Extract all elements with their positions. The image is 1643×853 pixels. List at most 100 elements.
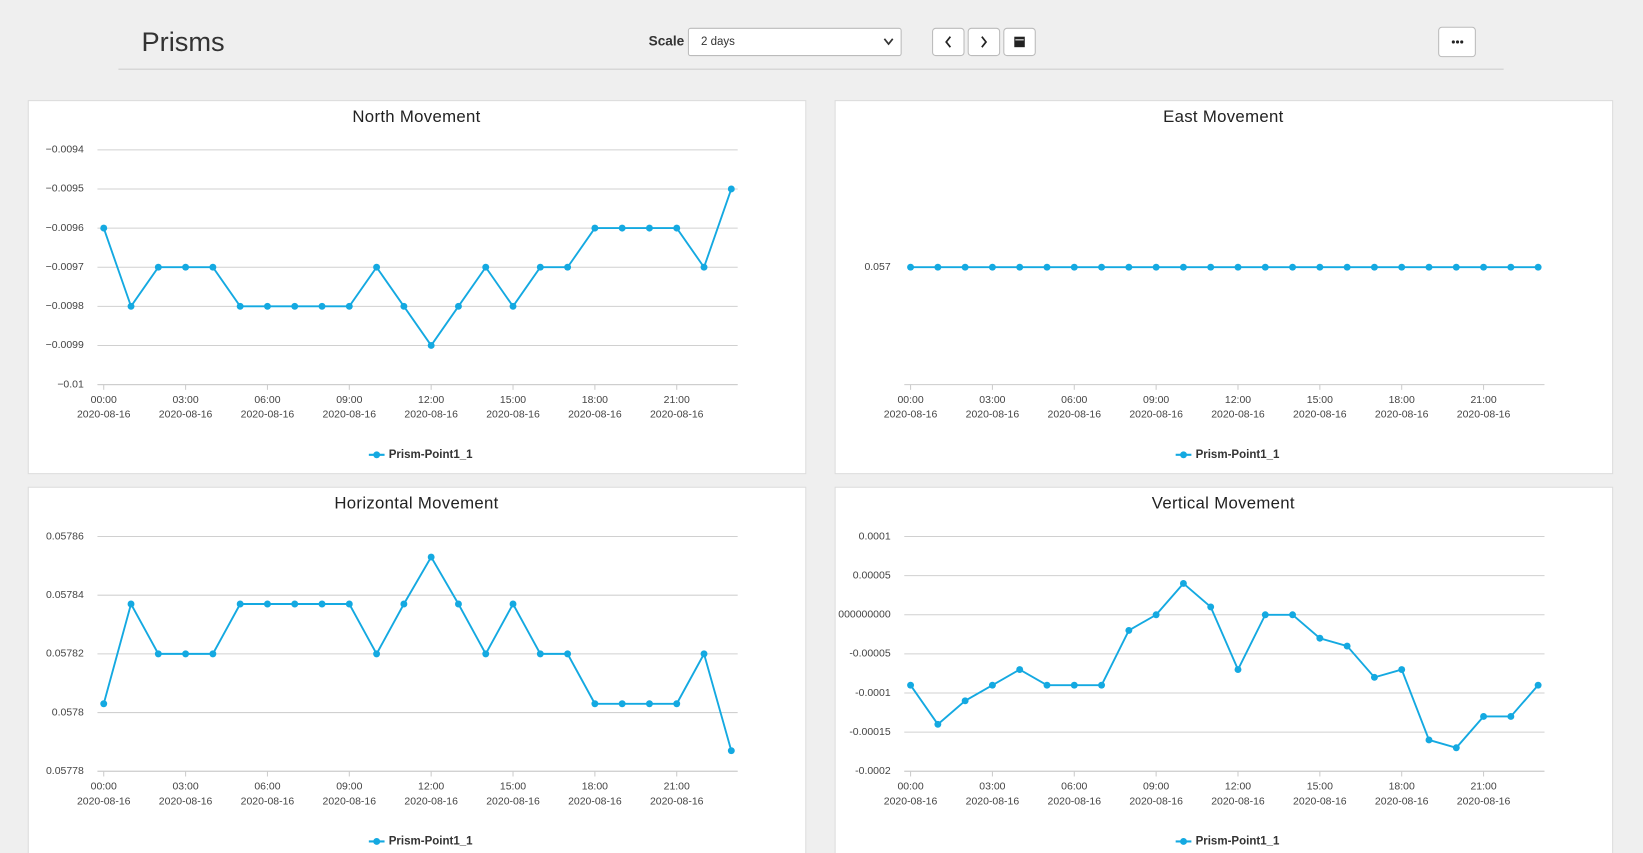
data-point (291, 302, 299, 310)
more-button[interactable] (1438, 26, 1476, 58)
data-point (988, 263, 996, 271)
data-point (1507, 263, 1515, 271)
data-point (727, 185, 735, 193)
data-point (236, 600, 244, 608)
x-tick-date: 2020-08-16 (77, 796, 131, 807)
y-tick-label: 0.05782 (46, 649, 84, 660)
data-point (1370, 673, 1378, 681)
y-tick-label: 0.0578 (52, 707, 84, 718)
x-tick-date: 2020-08-16 (966, 410, 1020, 421)
icon-calendar (1014, 36, 1025, 48)
data-point (1016, 263, 1024, 271)
y-tick-label: −0.0095 (46, 184, 84, 195)
x-tick-date: 2020-08-16 (159, 410, 213, 421)
x-tick-time: 12:00 (418, 782, 444, 793)
data-point (263, 302, 271, 310)
x-tick-date: 2020-08-16 (1457, 796, 1511, 807)
data-point (645, 224, 653, 232)
data-point (1289, 263, 1297, 271)
data-point (591, 224, 599, 232)
data-point (318, 302, 326, 310)
legend-swatch-dot (373, 451, 381, 459)
data-point (1179, 263, 1187, 271)
data-point (345, 302, 353, 310)
data-point (673, 224, 681, 232)
data-point (454, 600, 462, 608)
y-tick-label: 0.05786 (46, 531, 84, 542)
x-tick-time: 18:00 (1389, 782, 1415, 793)
x-tick-date: 2020-08-16 (486, 410, 540, 421)
x-tick-date: 2020-08-16 (568, 410, 622, 421)
x-tick-time: 21:00 (664, 395, 690, 406)
data-point (1152, 263, 1160, 271)
x-tick-date: 2020-08-16 (1129, 410, 1183, 421)
button-box[interactable] (967, 27, 1001, 57)
calendar-button[interactable] (1003, 27, 1036, 57)
legend-label: Prism-Point1_1 (389, 835, 473, 847)
y-tick-label: 0.05784 (46, 590, 84, 601)
chart-panel: East Movement 0.057 00:00 2020-08-16 03:00 20… (834, 100, 1614, 475)
data-point (427, 553, 435, 561)
data-point (1452, 744, 1460, 752)
legend-label: Prism-Point1_1 (1196, 449, 1280, 461)
x-tick-time: 00:00 (897, 782, 923, 793)
y-tick-label: 0.05778 (46, 766, 84, 777)
data-point (1207, 263, 1215, 271)
data-point (345, 600, 353, 608)
next-button[interactable] (967, 27, 1001, 57)
x-tick-time: 21:00 (1470, 782, 1496, 793)
x-tick-date: 2020-08-16 (966, 796, 1020, 807)
x-tick-date: 2020-08-16 (1293, 410, 1347, 421)
data-point (934, 720, 942, 728)
data-point (1398, 263, 1406, 271)
data-point (1480, 263, 1488, 271)
data-point (1152, 611, 1160, 619)
data-point (400, 302, 408, 310)
data-point (1234, 666, 1242, 673)
data-point (482, 263, 490, 271)
data-point (182, 650, 190, 658)
x-tick-date: 2020-08-16 (650, 410, 704, 421)
x-tick-date: 2020-08-16 (884, 796, 938, 807)
x-tick-date: 2020-08-16 (1211, 410, 1265, 421)
x-tick-date: 2020-08-16 (884, 410, 938, 421)
x-tick-time: 09:00 (1143, 395, 1169, 406)
data-point (1261, 263, 1269, 271)
panel-box (27, 100, 807, 475)
data-point (100, 224, 108, 232)
data-point (1070, 263, 1078, 271)
data-point (1452, 263, 1460, 271)
scale-select[interactable]: 2 days (687, 27, 902, 57)
y-tick-label: -0.0001 (855, 688, 891, 699)
x-tick-time: 15:00 (1307, 395, 1333, 406)
x-tick-time: 00:00 (91, 782, 117, 793)
data-point (209, 650, 217, 658)
data-point (700, 650, 708, 658)
x-tick-time: 12:00 (418, 395, 444, 406)
data-point (1534, 681, 1542, 689)
y-tick-label: −0.0094 (46, 145, 84, 156)
x-tick-time: 03:00 (172, 782, 198, 793)
x-tick-time: 15:00 (500, 782, 526, 793)
x-tick-date: 2020-08-16 (1375, 796, 1429, 807)
x-tick-date: 2020-08-16 (323, 796, 377, 807)
x-tick-time: 09:00 (336, 782, 362, 793)
data-point (154, 263, 162, 271)
data-point (727, 747, 735, 755)
x-tick-date: 2020-08-16 (1293, 796, 1347, 807)
icon-dot (1460, 40, 1464, 44)
y-tick-label: −0.0098 (46, 301, 84, 312)
icon-prev (945, 36, 952, 48)
data-point (1316, 634, 1324, 642)
legend-label: Prism-Point1_1 (389, 449, 473, 461)
button-box[interactable] (932, 27, 965, 57)
select-box[interactable] (687, 27, 902, 57)
prev-button[interactable] (932, 27, 965, 57)
series-line (909, 582, 1539, 749)
chart-title: East Movement (1163, 107, 1283, 126)
x-tick-date: 2020-08-16 (486, 796, 540, 807)
y-tick-label: 0.057 (864, 262, 890, 273)
y-tick-label: −0.01 (57, 379, 84, 390)
